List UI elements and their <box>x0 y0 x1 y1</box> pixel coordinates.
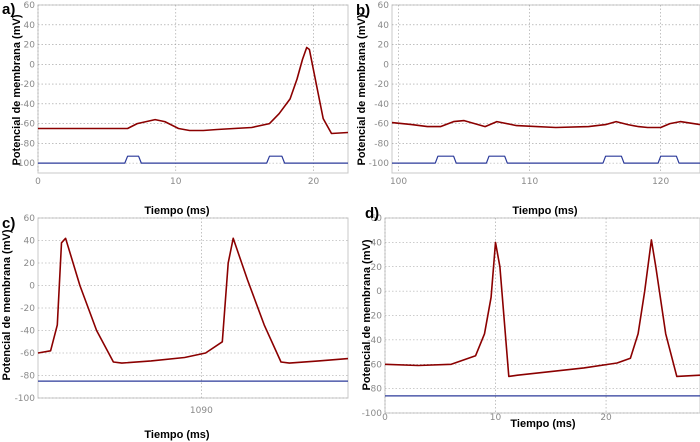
x-tick-label: 1090 <box>190 406 213 416</box>
y-tick-label: 0 <box>383 60 389 70</box>
x-tick-label: 10 <box>170 177 182 187</box>
x-tick-label: 20 <box>308 177 320 187</box>
y-tick-label: 20 <box>24 259 36 269</box>
x-tick-label: 20 <box>600 413 612 423</box>
y-tick-label: -20 <box>367 312 382 322</box>
membrane-potential-line <box>38 46 349 135</box>
y-tick-label: 20 <box>378 41 390 51</box>
stimulus-line <box>392 155 700 164</box>
y-tick-label: 60 <box>378 1 390 11</box>
y-tick-label: -20 <box>20 80 35 90</box>
x-tick-label: 0 <box>382 413 388 423</box>
x-tick-label: 110 <box>521 177 538 187</box>
y-tick-label: -20 <box>20 304 35 314</box>
y-tick-label: -40 <box>20 327 35 337</box>
y-tick-label: -100 <box>15 159 36 169</box>
y-axis-label: Potencial de membrana (mV) <box>361 239 373 390</box>
plot-frame <box>37 4 349 174</box>
y-tick-label: -100 <box>369 159 390 169</box>
y-tick-label: 20 <box>371 263 383 273</box>
y-tick-label: -80 <box>367 385 382 395</box>
y-tick-label: 60 <box>371 214 383 224</box>
x-axis-label: Tiempo (ms) <box>144 429 210 441</box>
x-axis-label: Tiempo (ms) <box>510 418 576 430</box>
y-tick-label: 40 <box>378 21 390 31</box>
panel-label: b) <box>356 2 370 19</box>
panel-label: d) <box>365 205 379 222</box>
x-tick-label: 100 <box>390 177 407 187</box>
y-tick-label: -60 <box>367 360 382 370</box>
y-tick-label: -100 <box>362 409 383 419</box>
y-tick-label: 60 <box>24 214 36 224</box>
x-tick-label: 0 <box>35 177 41 187</box>
panel-c: 60 40 20 0 -20 -40 -60 -80 -100 1090 c)Potencial d… <box>1 214 349 441</box>
y-tick-label: -60 <box>374 120 389 130</box>
panel-label: c) <box>2 215 15 232</box>
panel-label: a) <box>2 1 15 18</box>
y-tick-label: -40 <box>367 336 382 346</box>
y-tick-label: 40 <box>371 238 383 248</box>
x-tick-label: 10 <box>490 413 502 423</box>
panel-a: 60 40 20 0 -20 -40 -60 -80 -100 0 10 20 a)Potencial … <box>2 1 349 217</box>
y-axis-label: Potencial de membrana (mV) <box>11 14 23 165</box>
y-tick-label: -20 <box>374 80 389 90</box>
y-tick-label: -40 <box>374 100 389 110</box>
y-tick-label: 0 <box>29 282 35 292</box>
y-tick-label: -80 <box>20 139 35 149</box>
y-tick-label: -60 <box>20 349 35 359</box>
stimulus-line <box>38 155 348 164</box>
membrane-potential-line <box>391 119 700 129</box>
y-tick-label: -80 <box>374 139 389 149</box>
y-tick-label: -100 <box>15 394 36 404</box>
membrane-potential-line <box>37 237 349 364</box>
y-tick-label: -80 <box>20 372 35 382</box>
y-tick-label: 0 <box>29 60 35 70</box>
y-tick-label: -60 <box>20 120 35 130</box>
y-tick-label: 40 <box>24 237 36 247</box>
y-tick-label: 40 <box>24 21 36 31</box>
x-axis-label: Tiempo (ms) <box>144 205 210 217</box>
y-tick-label: 20 <box>24 41 36 51</box>
y-axis-label: Potencial de membrana (mV) <box>1 229 13 380</box>
x-axis-label: Tiempo (ms) <box>512 205 578 217</box>
y-tick-label: 0 <box>376 287 382 297</box>
y-tick-label: 60 <box>24 1 36 11</box>
y-axis-label: Potencial de membrana (mV) <box>356 14 368 165</box>
x-tick-label: 120 <box>652 177 669 187</box>
plot-frame <box>391 4 700 174</box>
y-tick-label: -40 <box>20 100 35 110</box>
membrane-potential-line <box>384 239 700 378</box>
